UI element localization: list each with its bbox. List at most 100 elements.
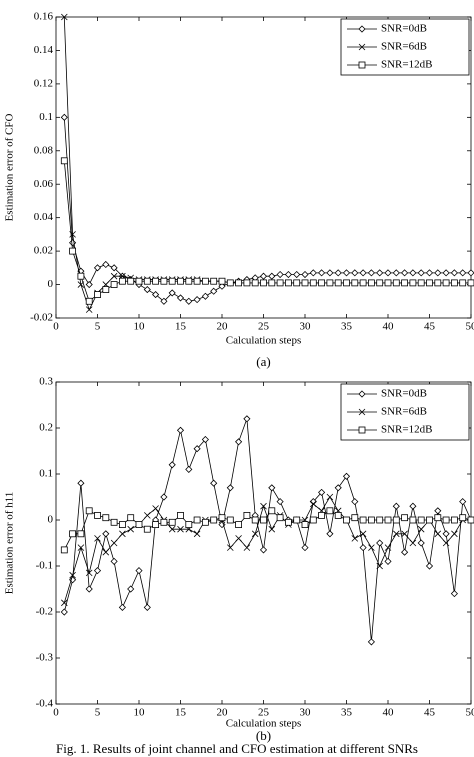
x-tick-label: 50 xyxy=(466,707,474,719)
data-point xyxy=(268,507,276,515)
data-point xyxy=(442,279,450,287)
data-point xyxy=(309,279,317,287)
legend-marker xyxy=(358,25,366,33)
data-point xyxy=(110,281,118,288)
x-tick-label: 25 xyxy=(258,321,270,333)
data-point xyxy=(201,292,209,300)
data-point xyxy=(442,530,450,538)
data-point xyxy=(160,277,168,285)
data-point xyxy=(93,264,102,272)
data-point xyxy=(368,544,375,551)
data-point xyxy=(268,525,276,533)
data-point xyxy=(367,516,375,524)
y-tick-label: 0.1 xyxy=(39,468,53,480)
data-point xyxy=(392,516,400,524)
data-point xyxy=(152,277,160,285)
data-point xyxy=(61,13,68,21)
data-point xyxy=(152,505,159,512)
data-point xyxy=(293,516,301,524)
x-tick-label: 20 xyxy=(217,321,229,333)
data-point xyxy=(152,521,160,528)
data-point xyxy=(276,514,284,522)
data-point xyxy=(268,279,276,287)
data-point xyxy=(442,516,450,524)
data-point xyxy=(201,518,209,526)
data-point xyxy=(384,557,392,565)
x-tick-label: 5 xyxy=(95,321,101,333)
data-point xyxy=(450,279,458,287)
y-tick-label: 0.2 xyxy=(39,422,53,434)
y-tick-label: 0 xyxy=(48,514,54,526)
data-point xyxy=(409,502,417,510)
data-point xyxy=(434,507,442,515)
data-point xyxy=(301,270,309,279)
data-point xyxy=(392,502,400,510)
data-point xyxy=(218,514,226,522)
data-point xyxy=(235,438,243,446)
panel-label: (b) xyxy=(256,728,271,743)
data-point xyxy=(334,484,342,492)
data-point xyxy=(417,269,425,277)
data-point xyxy=(343,279,350,287)
legend-marker xyxy=(358,408,366,416)
data-point xyxy=(185,277,193,285)
data-point xyxy=(102,548,110,556)
data-point xyxy=(434,269,442,277)
data-point xyxy=(176,294,185,302)
x-tick-label: 35 xyxy=(341,707,353,719)
data-point xyxy=(450,269,458,277)
data-point xyxy=(351,269,359,277)
data-point xyxy=(293,270,301,279)
data-point xyxy=(168,525,176,533)
data-point xyxy=(152,291,160,299)
y-tick-label: -0.3 xyxy=(36,652,54,664)
data-point xyxy=(235,279,243,287)
data-point xyxy=(467,279,474,287)
y-tick-label: 0.02 xyxy=(34,245,53,257)
data-point xyxy=(102,286,110,293)
data-point xyxy=(135,567,143,575)
data-point xyxy=(367,279,375,287)
data-point xyxy=(376,516,384,524)
data-point xyxy=(143,286,151,294)
data-point xyxy=(351,514,359,522)
data-point xyxy=(177,525,184,533)
data-point xyxy=(143,277,151,285)
data-point xyxy=(342,269,351,277)
data-point xyxy=(235,521,243,528)
data-point xyxy=(94,535,101,542)
legend-label: SNR=0dB xyxy=(381,23,427,35)
data-point xyxy=(359,544,367,552)
x-axis-label: Calculation steps xyxy=(226,335,301,347)
data-point xyxy=(110,539,118,547)
data-point xyxy=(334,269,342,277)
data-point xyxy=(417,279,425,287)
panel-label: (a) xyxy=(256,354,270,369)
data-point xyxy=(359,530,367,538)
data-point xyxy=(401,530,408,538)
data-point xyxy=(143,603,151,611)
x-tick-label: 45 xyxy=(424,321,436,333)
data-point xyxy=(359,279,367,287)
data-point xyxy=(343,516,350,524)
data-point xyxy=(218,282,226,290)
y-tick-label: 0.14 xyxy=(34,44,54,56)
data-point xyxy=(409,269,417,277)
data-point xyxy=(276,498,284,506)
data-point xyxy=(401,269,409,277)
data-point xyxy=(85,280,93,289)
data-point xyxy=(318,512,326,519)
data-point xyxy=(77,530,85,538)
data-point xyxy=(243,544,251,551)
data-point xyxy=(119,277,126,285)
data-point xyxy=(210,479,218,487)
data-point xyxy=(127,585,135,593)
data-point xyxy=(127,525,134,533)
data-point xyxy=(93,567,102,575)
data-point xyxy=(459,514,467,522)
x-tick-label: 15 xyxy=(175,321,187,333)
legend-marker xyxy=(358,390,366,398)
data-point xyxy=(401,514,409,522)
data-point xyxy=(334,279,342,287)
